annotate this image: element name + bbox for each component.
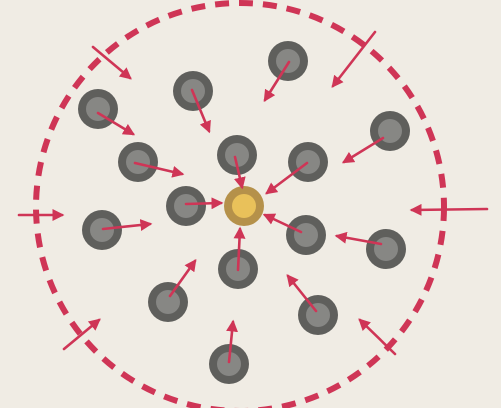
inward-arrow-icon	[62, 318, 101, 351]
particle-icon	[209, 344, 249, 384]
particle-icon	[288, 142, 328, 182]
center-particle-icon	[224, 186, 264, 226]
inward-arrow-icon	[331, 30, 377, 88]
particle-icon	[286, 215, 326, 255]
particle-icon	[78, 89, 118, 129]
inward-arrow-icon	[190, 88, 211, 134]
inward-arrow-icon	[233, 155, 246, 190]
particle-icon	[268, 41, 308, 81]
particle-icon	[82, 210, 122, 250]
inward-arrow-icon	[262, 213, 303, 234]
inward-arrow-icon	[91, 45, 132, 80]
particle-icon	[166, 186, 206, 226]
particle-icon	[217, 135, 257, 175]
arrows-group	[17, 30, 489, 364]
particle-icon	[298, 295, 338, 335]
inward-arrow-icon	[184, 197, 224, 210]
inward-arrow-icon	[334, 231, 383, 246]
inward-arrow-icon	[409, 203, 489, 216]
dashed-boundary-circle	[33, 0, 447, 408]
inward-arrow-icon	[341, 136, 385, 164]
particle-icon	[370, 111, 410, 151]
inward-arrow-icon	[263, 60, 291, 103]
particle-icon	[118, 142, 158, 182]
inward-arrow-icon	[226, 319, 238, 364]
inward-arrow-icon	[133, 161, 185, 178]
particle-icon	[366, 229, 406, 269]
particle-icon	[148, 282, 188, 322]
inward-arrow-icon	[265, 161, 309, 195]
particles-group	[78, 41, 410, 384]
inward-arrow-icon	[233, 226, 246, 272]
inward-arrow-icon	[96, 111, 136, 136]
inward-arrow-icon	[168, 259, 197, 298]
inward-arrow-icon	[101, 219, 153, 231]
inward-arrow-icon	[358, 318, 397, 356]
inward-arrow-icon	[286, 274, 318, 313]
